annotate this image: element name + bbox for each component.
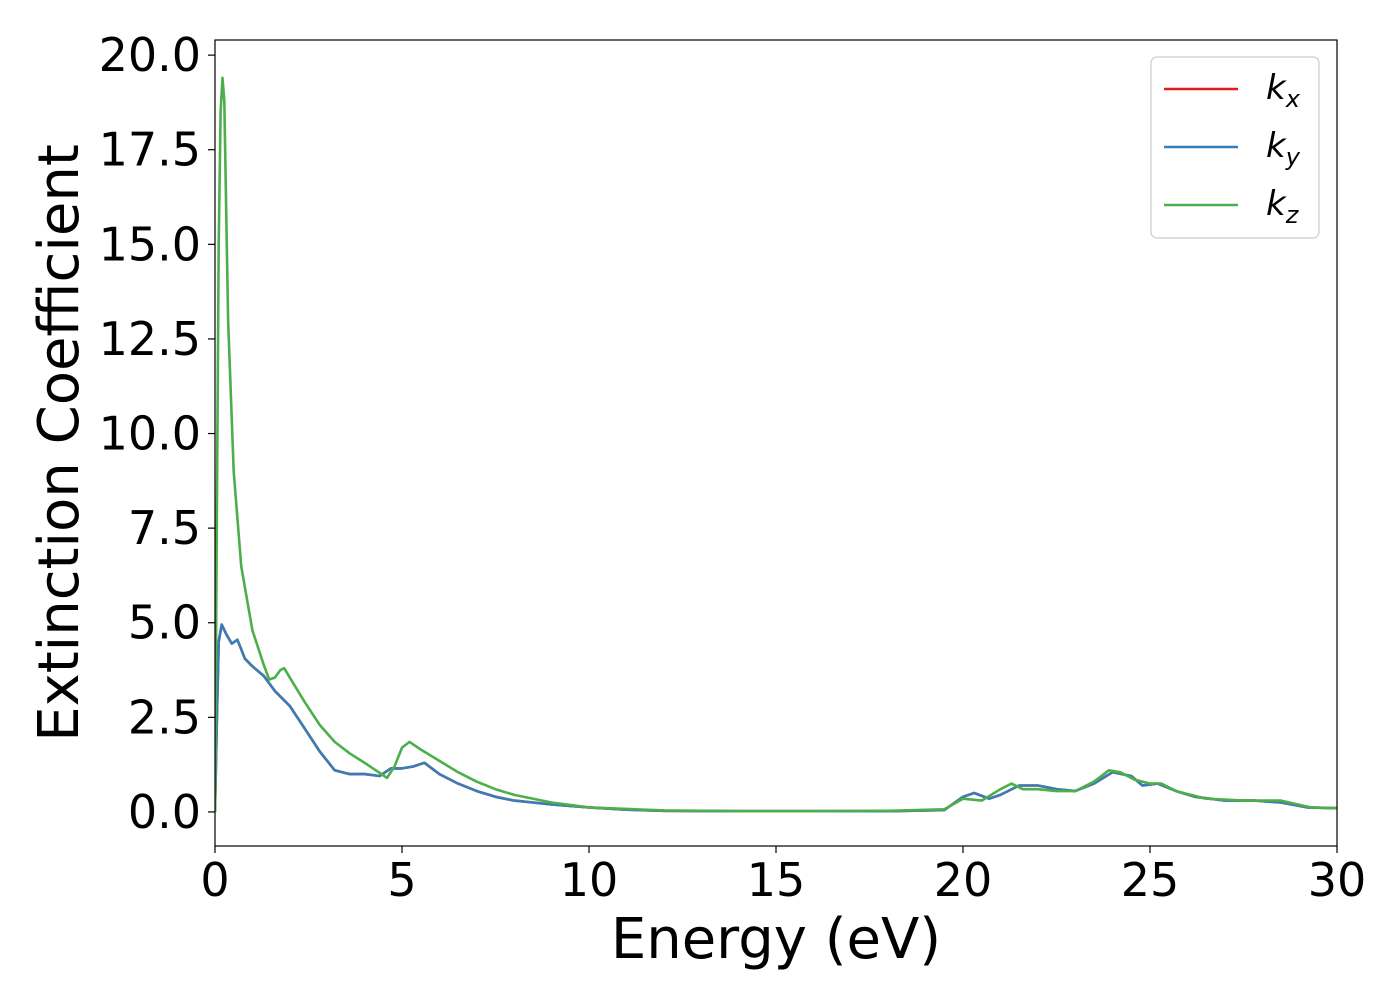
y-tick-label: 10.0 bbox=[99, 407, 201, 461]
y-tick-label: 2.5 bbox=[128, 690, 201, 744]
legend-subscript: x bbox=[1285, 85, 1301, 113]
y-tick-label: 17.5 bbox=[99, 123, 201, 177]
x-tick-label: 20 bbox=[934, 853, 993, 907]
legend-label-ky: ky bbox=[1266, 126, 1301, 171]
ticks-layer: 0 5 10 15 20 25 30 0.0 2.5 5.0 7.5 10.0 12.5 15.0 17.5… bbox=[99, 28, 1367, 907]
y-tick-label: 20.0 bbox=[99, 28, 201, 82]
y-tick-label: 7.5 bbox=[128, 501, 201, 555]
series-layer bbox=[215, 76, 1337, 813]
y-tick-label: 15.0 bbox=[99, 217, 201, 271]
x-tick-label: 5 bbox=[387, 853, 416, 907]
series-line-kz bbox=[215, 76, 1337, 813]
y-tick-label: 5.0 bbox=[128, 596, 201, 650]
x-tick-label: 25 bbox=[1121, 853, 1180, 907]
legend-subscript: z bbox=[1285, 201, 1300, 229]
x-tick-label: 10 bbox=[560, 853, 619, 907]
x-tick-label: 15 bbox=[747, 853, 806, 907]
series-line-ky bbox=[215, 623, 1337, 813]
y-tick-label: 0.0 bbox=[128, 785, 201, 839]
x-tick-label: 0 bbox=[200, 853, 229, 907]
y-tick-label: 12.5 bbox=[99, 312, 201, 366]
x-axis-label: Energy (eV) bbox=[611, 907, 941, 972]
legend-subscript: y bbox=[1285, 143, 1301, 171]
y-axis-label: Extinction Coefficient bbox=[27, 144, 92, 742]
plot-frame bbox=[214, 39, 1338, 847]
x-tick-label: 30 bbox=[1308, 853, 1367, 907]
plot-area bbox=[215, 76, 1337, 813]
series-line-kx bbox=[215, 623, 1337, 813]
